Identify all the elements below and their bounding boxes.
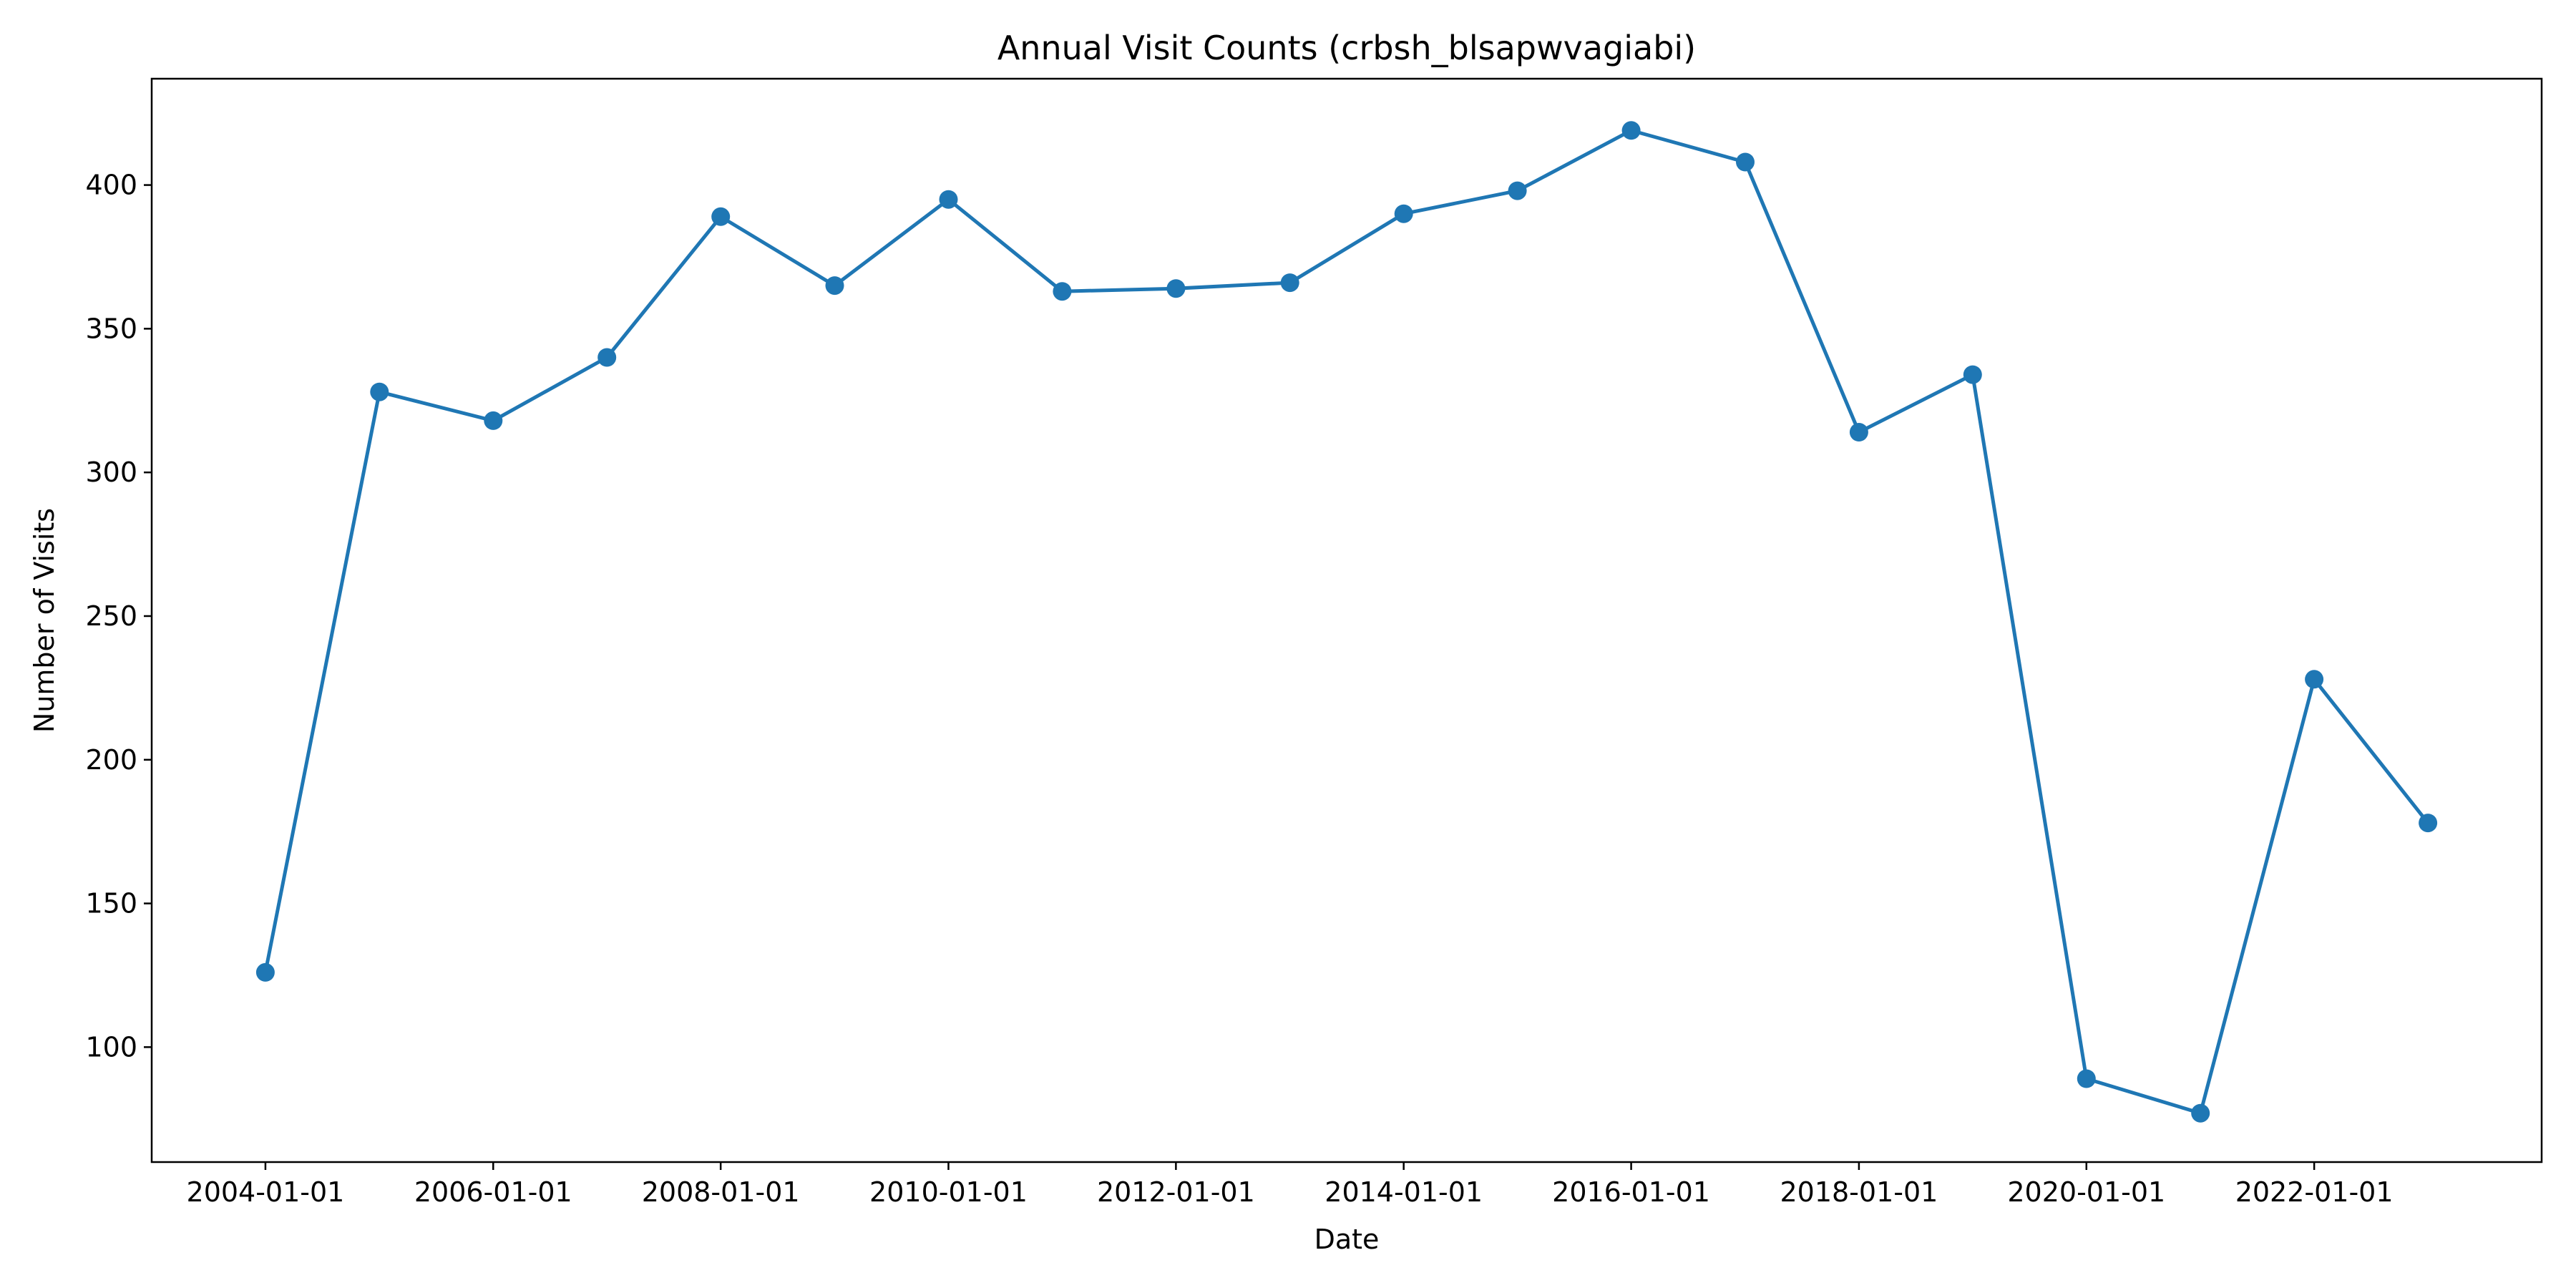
y-tick-label: 350 xyxy=(85,313,137,344)
data-point xyxy=(1166,279,1186,298)
data-point xyxy=(255,962,275,982)
y-tick-label: 150 xyxy=(85,888,137,919)
y-tick-label: 300 xyxy=(85,457,137,488)
series-line xyxy=(263,128,2430,1116)
data-point xyxy=(1963,365,1982,384)
data-point xyxy=(484,411,503,430)
data-point xyxy=(1736,152,1755,172)
x-tick-label: 2004-01-01 xyxy=(187,1176,345,1208)
x-tick-label: 2010-01-01 xyxy=(869,1176,1028,1208)
x-tick-label: 2008-01-01 xyxy=(642,1176,800,1208)
x-tick-label: 2014-01-01 xyxy=(1324,1176,1483,1208)
data-point xyxy=(2305,670,2324,689)
x-axis-label: Date xyxy=(1314,1224,1380,1255)
x-tick-label: 2016-01-01 xyxy=(1552,1176,1710,1208)
x-tick-label: 2006-01-01 xyxy=(414,1176,572,1208)
data-point xyxy=(939,190,958,209)
y-tick-label: 400 xyxy=(85,170,137,201)
data-point xyxy=(825,276,844,296)
data-point xyxy=(1394,204,1413,223)
data-point xyxy=(1053,282,1072,301)
data-point xyxy=(2191,1103,2210,1123)
data-point xyxy=(1280,273,1299,293)
chart-title: Annual Visit Counts (crbsh_blsapwvagiabi… xyxy=(997,29,1696,67)
data-point xyxy=(711,207,731,226)
data-point xyxy=(1508,181,1527,200)
x-axis: 2004-01-01 2006-01-01 2008-01-01 2010-01-01… xyxy=(187,1162,2394,1208)
data-point xyxy=(1621,121,1641,140)
plot-area-frame xyxy=(150,77,2543,1163)
data-point xyxy=(2419,814,2438,833)
y-axis: 100 150 200 250 300 350 400 xyxy=(85,170,152,1063)
x-tick-label: 2018-01-01 xyxy=(1780,1176,1938,1208)
data-point xyxy=(1849,423,1868,441)
data-point xyxy=(597,348,617,367)
y-tick-label: 200 xyxy=(85,744,137,776)
data-point xyxy=(2077,1069,2096,1088)
x-tick-label: 2022-01-01 xyxy=(2235,1176,2394,1208)
data-point xyxy=(370,382,389,401)
x-tick-label: 2012-01-01 xyxy=(1097,1176,1255,1208)
y-tick-label: 100 xyxy=(85,1031,137,1063)
y-axis-label: Number of Visits xyxy=(29,508,60,733)
x-tick-label: 2020-01-01 xyxy=(2007,1176,2165,1208)
y-tick-label: 250 xyxy=(85,600,137,632)
series-layer xyxy=(255,121,2438,1123)
